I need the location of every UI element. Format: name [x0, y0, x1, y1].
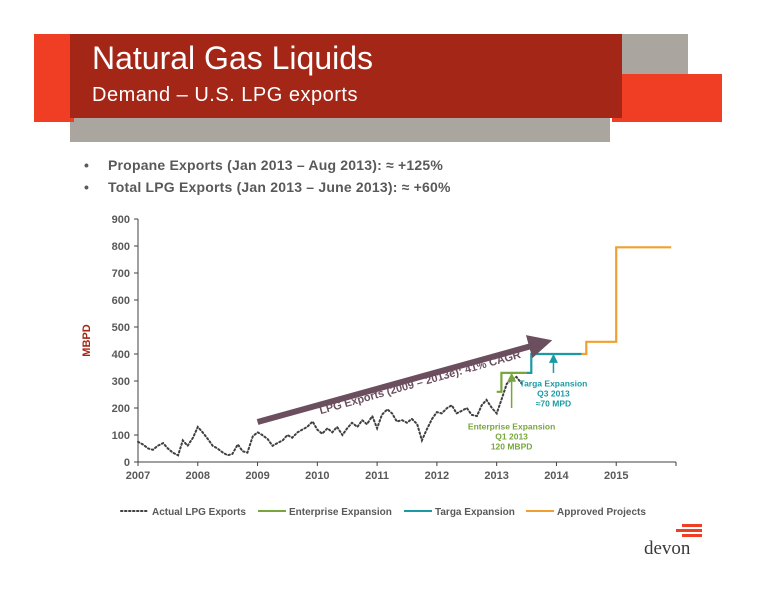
lpg-exports-chart: 0 100 200 300 400 500 600 700 800 900 2007 2008 2009… [81, 214, 677, 518]
x-tick-label: 2013 [484, 470, 508, 482]
logo-text: devon [644, 538, 691, 559]
y-tick-label: 200 [112, 403, 130, 415]
y-tick-label: 600 [112, 295, 130, 307]
enterprise-annotation-line: Enterprise Expansion [468, 422, 555, 432]
x-tick-label: 2010 [305, 470, 329, 482]
legend-label: Actual LPG Exports [152, 507, 246, 518]
series-line-approved-projects [581, 246, 672, 356]
targa-annotation-line: Targa Expansion [520, 378, 588, 388]
bullet-list: • Propane Exports (Jan 2013 – Aug 2013): … [80, 154, 451, 198]
x-tick-label: 2009 [245, 470, 269, 482]
y-tick-label: 300 [112, 376, 130, 388]
x-tick-label: 2008 [186, 470, 210, 482]
enterprise-annotation-line: 120 MBPD [491, 442, 533, 452]
slide-subtitle: Demand – U.S. LPG exports [92, 84, 358, 106]
bullet-item: • Total LPG Exports (Jan 2013 – June 2013… [80, 176, 451, 198]
x-tick-label: 2011 [365, 470, 389, 482]
cagr-trend-arrow [256, 335, 553, 425]
y-tick-label: 100 [112, 430, 130, 442]
bullet-text: Total LPG Exports (Jan 2013 – June 2013)… [108, 179, 451, 195]
legend-label: Enterprise Expansion [289, 507, 392, 518]
logo-stripe [682, 534, 702, 537]
bullet-item: • Propane Exports (Jan 2013 – Aug 2013): … [80, 154, 451, 176]
targa-annotation-line: Q3 2013 [537, 388, 570, 398]
bullet-text: Propane Exports (Jan 2013 – Aug 2013): ≈… [108, 157, 444, 173]
slide-title: Natural Gas Liquids [92, 40, 374, 76]
devon-logo: devon [644, 524, 702, 559]
logo-stripe [676, 529, 702, 532]
x-tick-label: 2012 [425, 470, 449, 482]
banner-accent-gray [622, 34, 688, 74]
targa-annotation-line: ≈70 MPD [536, 398, 571, 408]
y-tick-label: 400 [112, 349, 130, 361]
enterprise-annotation-line: Q1 2013 [495, 432, 528, 442]
bullet-dot-icon: • [84, 179, 90, 195]
y-tick-label: 800 [112, 241, 130, 253]
legend-label: Targa Expansion [435, 507, 515, 518]
banner-accent-gray-bottom [70, 118, 610, 142]
x-tick-label: 2015 [604, 470, 628, 482]
title-banner [70, 34, 622, 118]
series-line-actual-lpg-exports [137, 375, 523, 457]
x-tick-label: 2007 [126, 470, 150, 482]
legend-label: Approved Projects [557, 507, 646, 518]
y-tick-label: 900 [112, 214, 130, 226]
banner-accent-orange-left [34, 34, 74, 122]
x-tick-label: 2014 [544, 470, 569, 482]
logo-stripe [682, 524, 702, 527]
y-tick-label: 700 [112, 268, 130, 280]
banner-accent-orange-right [612, 74, 722, 122]
y-tick-label: 500 [112, 322, 130, 334]
y-axis-label: MBPD [81, 324, 93, 356]
bullet-dot-icon: • [84, 157, 90, 173]
y-tick-label: 0 [124, 457, 130, 469]
